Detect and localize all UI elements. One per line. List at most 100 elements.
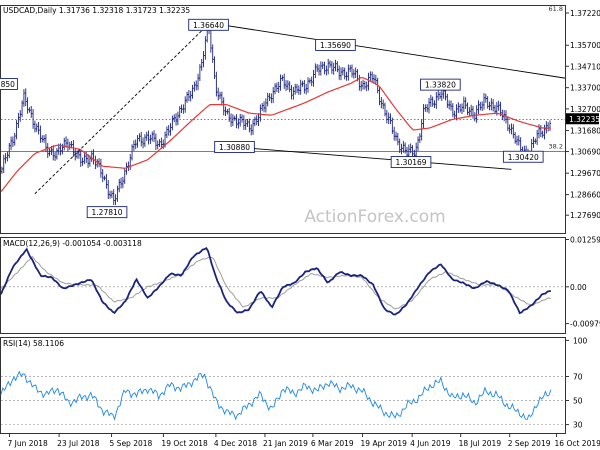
swing-label-text: 850 — [1, 80, 16, 89]
x-tick-label: 19 Oct 2018 — [161, 439, 208, 448]
price-candle — [264, 98, 267, 113]
x-tick-label: 19 Apr 2019 — [361, 439, 408, 448]
x-tick-label: 4 Jun 2019 — [410, 439, 451, 448]
price-candle — [79, 150, 82, 167]
price-candle — [435, 92, 438, 109]
price-candle — [369, 71, 372, 81]
price-candle — [294, 83, 297, 95]
swing-label: 1.35690 — [315, 39, 356, 51]
price-candle — [329, 60, 332, 68]
price-candle — [215, 71, 218, 97]
price-candle — [28, 107, 31, 113]
price-candle — [217, 87, 220, 101]
price-candle — [125, 162, 128, 175]
price-candle — [493, 104, 496, 115]
price-candle — [189, 90, 192, 102]
price-candle — [351, 64, 354, 78]
price-candle — [197, 73, 200, 91]
price-moving-average-line — [0, 76, 551, 192]
price-candle — [312, 69, 315, 87]
price-candle — [347, 64, 350, 81]
price-candle — [547, 122, 550, 132]
rsi-y-tick-label: 100 — [573, 336, 588, 345]
price-candle — [492, 99, 495, 112]
price-candle — [484, 93, 487, 103]
price-candle — [398, 138, 401, 154]
price-candle — [424, 104, 427, 112]
swing-label-text: 1.30420 — [508, 153, 539, 162]
rsi-title: RSI(14) 58.1106 — [3, 339, 64, 348]
price-y-tick-label: 1.35700 — [570, 41, 600, 50]
swing-label-box — [315, 39, 356, 51]
price-candle — [545, 121, 548, 134]
price-candle — [52, 145, 55, 161]
price-candle — [33, 120, 36, 133]
price-candle — [279, 74, 282, 91]
axis-layer: 1.37220 1.35700 1.34710 1.33700 1.32700 1.316… — [7, 9, 600, 448]
price-candle — [151, 131, 154, 142]
price-candle — [237, 118, 240, 129]
price-candle — [508, 124, 511, 134]
price-candle — [204, 36, 207, 60]
price-candle — [534, 138, 537, 144]
price-candle — [230, 113, 233, 127]
price-candle — [532, 136, 535, 148]
price-candle — [477, 100, 480, 115]
price-candle — [459, 103, 462, 113]
price-candle — [296, 83, 299, 94]
price-y-tick-label: 1.37220 — [570, 9, 600, 18]
price-candle — [145, 131, 148, 141]
price-candle — [138, 133, 141, 142]
price-candle — [336, 61, 339, 73]
price-y-tick-label: 1.27690 — [570, 211, 600, 220]
price-candle — [235, 114, 238, 129]
price-candle — [121, 176, 124, 189]
x-tick-label: 4 Dec 2018 — [214, 439, 257, 448]
price-candle — [426, 104, 429, 113]
price-candle — [193, 81, 196, 92]
price-candle — [297, 85, 300, 95]
swing-label-text: 1.36640 — [193, 21, 224, 30]
price-candle — [393, 126, 396, 141]
price-candle — [81, 157, 84, 166]
price-candle — [110, 190, 113, 199]
price-candle — [129, 154, 132, 171]
price-candle — [187, 90, 190, 102]
price-candle — [378, 86, 381, 106]
price-candle — [460, 103, 463, 114]
price-candle — [332, 62, 335, 75]
price-candle — [11, 136, 14, 147]
swing-label-text: 1.33820 — [425, 81, 456, 90]
price-candle — [400, 143, 403, 155]
price-candle — [118, 178, 121, 193]
x-tick-label: 18 Jul 2019 — [459, 439, 502, 448]
price-candle — [90, 150, 93, 163]
price-candle — [395, 131, 398, 141]
rsi-panel-frame — [0, 337, 566, 434]
price-candle — [149, 134, 152, 145]
price-candle — [184, 96, 187, 113]
price-candle — [490, 98, 493, 111]
price-candle — [250, 124, 253, 136]
price-candle — [41, 135, 44, 143]
price-candle — [180, 104, 183, 114]
price-candle — [253, 116, 256, 127]
price-candle — [391, 117, 394, 134]
price-candle — [39, 125, 42, 143]
price-candle — [241, 114, 244, 123]
price-candle — [48, 148, 51, 157]
price-candle — [103, 175, 106, 181]
price-candle — [101, 169, 104, 183]
price-candle — [448, 100, 451, 110]
price-candle — [389, 113, 392, 125]
price-candle — [362, 79, 365, 90]
price-candle — [263, 101, 266, 113]
price-candle — [325, 65, 328, 76]
price-candle — [437, 90, 440, 101]
price-candle — [380, 97, 383, 109]
price-candle — [349, 64, 352, 73]
x-tick-label: 6 Mar 2019 — [311, 439, 354, 448]
price-candle — [105, 174, 108, 189]
price-candle — [154, 133, 157, 151]
price-candle — [321, 61, 324, 70]
